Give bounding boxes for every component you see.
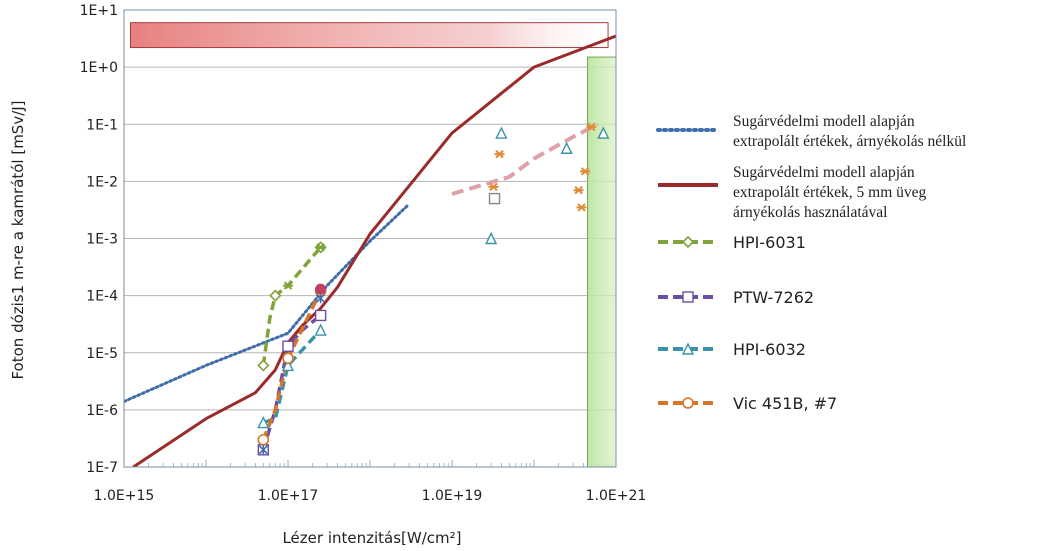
orange-asterisk-1 (494, 149, 505, 159)
legend-entry-2: HPI-6031 (658, 233, 806, 252)
orange-asterisk-2 (573, 186, 584, 195)
teal-triangle-0 (484, 231, 498, 245)
series-3-point-2 (282, 340, 294, 352)
x-tick-label-2: 1.0E+19 (422, 488, 483, 504)
legend-marker-5 (682, 397, 694, 409)
cluster-plus-marker (315, 243, 326, 252)
cluster-x-marker (258, 444, 268, 455)
y-tick-label-5: 1E-4 (86, 289, 118, 305)
legend-label-4-0: HPI-6032 (733, 340, 806, 359)
y-tick-label-2: 1E-1 (86, 117, 118, 133)
series-line-5 (261, 290, 323, 441)
legend-label-1-1: extrapolált értékek, 5 mm üveg (733, 184, 927, 201)
series-5-point-0 (257, 433, 270, 446)
teal-triangle-1 (495, 126, 508, 139)
y-tick-label-7: 1E-6 (86, 403, 118, 419)
y-tick-labels: 1E+1 1E+0 1E-1 1E-2 1E-3 1E-4 1E-5 1E-6 1E-7 (80, 3, 118, 476)
shaded-regions (129, 22, 616, 467)
legend-label-0-0: Sugárvédelmi modell alapján (733, 113, 915, 130)
legend-entry-5: Vic 451B, #7 (658, 394, 837, 413)
cluster-x-marker (316, 293, 326, 304)
cluster-plus-marker (283, 281, 293, 290)
y-tick-label-1: 1E+0 (80, 60, 118, 76)
series-5-point-2 (282, 352, 294, 365)
series-4-point-0 (257, 415, 270, 429)
series-2-point-2 (269, 289, 282, 302)
series-3-point-4 (314, 309, 327, 322)
series-markers (257, 122, 610, 456)
y-tick-label-8: 1E-7 (86, 460, 118, 476)
series-4-point-2 (281, 358, 295, 372)
series-line-3 (261, 314, 322, 451)
x-tick-label-1: 1.0E+17 (258, 488, 319, 504)
legend-marker-2 (681, 235, 695, 249)
pink-dashed-trend (451, 122, 599, 196)
series-line-1 (132, 34, 616, 467)
y-tick-label-6: 1E-5 (86, 346, 118, 362)
orange-asterisk-4 (580, 167, 591, 176)
series-2-point-0 (257, 359, 270, 372)
cluster-dot-marker (315, 283, 327, 295)
x-tick-label-3: 1.0E+21 (586, 488, 647, 504)
series-4-point-3 (314, 323, 327, 336)
series-lines (124, 34, 616, 467)
legend-label-5-0: Vic 451B, #7 (733, 394, 837, 413)
teal-triangle-2 (560, 141, 573, 154)
plot-frame (123, 9, 617, 468)
y-axis-title: Foton dózis1 m-re a kamrától [mSv/J] (9, 100, 27, 379)
y-tick-label-4: 1E-3 (86, 232, 118, 248)
green-band-region (587, 56, 616, 467)
legend-entry-0: Sugárvédelmi modell alapján extrapolált é… (656, 113, 966, 150)
x-axis-title: Lézer intenzitás[W/cm²] (282, 529, 461, 547)
legend-label-3-0: PTW-7262 (733, 288, 814, 307)
teal-triangle-3 (597, 126, 610, 139)
legend-marker-3 (682, 291, 694, 303)
legend-marker-4 (681, 342, 695, 355)
legend-label-0-1: extrapolált értékek, árnyékolás nélkül (733, 133, 966, 150)
legend-label-1-2: árnyékolás használatával (733, 204, 888, 221)
legend-entry-3: PTW-7262 (658, 288, 814, 307)
legend-label-1-0: Sugárvédelmi modell alapján (733, 164, 915, 181)
legend-entry-1: Sugárvédelmi modell alapján extrapolált é… (658, 164, 927, 221)
legend: Sugárvédelmi modell alapján extrapolált é… (656, 113, 966, 413)
orange-asterisk-5 (586, 122, 597, 132)
legend-label-2-0: HPI-6031 (733, 233, 806, 252)
y-tick-label-0: 1E+1 (80, 3, 118, 19)
legend-entry-4: HPI-6032 (658, 340, 806, 359)
y-tick-label-3: 1E-2 (86, 174, 118, 190)
gridlines (123, 9, 616, 468)
series-line-0 (124, 202, 411, 403)
gray-square-0 (488, 192, 501, 205)
x-tick-label-0: 1.0E+15 (94, 488, 155, 504)
orange-asterisk-0 (488, 182, 499, 192)
orange-asterisk-3 (576, 203, 587, 212)
red-band-region (129, 22, 609, 49)
x-tick-labels: 1.0E+15 1.0E+17 1.0E+19 1.0E+21 (94, 488, 647, 504)
